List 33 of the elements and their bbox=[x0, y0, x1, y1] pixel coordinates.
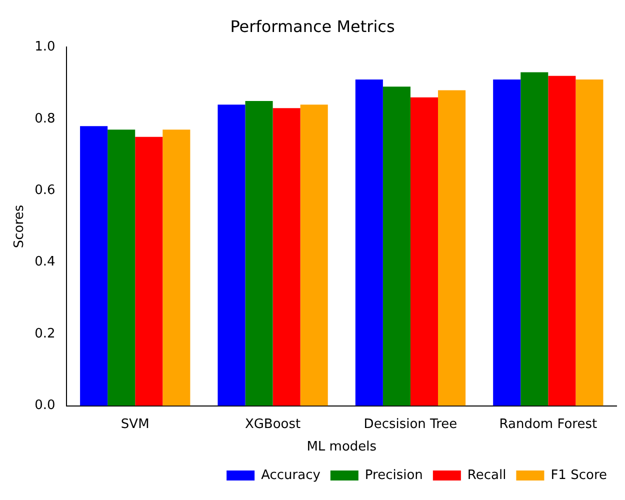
bar bbox=[548, 76, 576, 406]
bar bbox=[272, 108, 300, 406]
bar bbox=[493, 79, 521, 406]
y-tick-label: 0.2 bbox=[34, 326, 56, 342]
bar bbox=[135, 136, 163, 406]
x-tick-label: Random Forest bbox=[499, 416, 598, 432]
y-tick-label: 0.8 bbox=[34, 111, 56, 126]
bar bbox=[300, 104, 328, 406]
bar bbox=[162, 130, 190, 406]
y-tick-label: 0.6 bbox=[34, 183, 56, 198]
y-tick-label: 1.0 bbox=[34, 40, 56, 55]
x-tick-label: Decsision Tree bbox=[364, 416, 458, 432]
bar bbox=[410, 97, 438, 406]
legend-label: Precision bbox=[364, 468, 423, 483]
legend-label: Recall bbox=[467, 468, 506, 483]
x-tick-label: SVM bbox=[120, 416, 150, 432]
y-tick-label: 0.0 bbox=[34, 398, 56, 414]
bar bbox=[245, 100, 273, 406]
chart-title: Performance Metrics bbox=[230, 16, 395, 36]
bar bbox=[218, 104, 246, 406]
bar bbox=[80, 126, 108, 406]
legend-label: F1 Score bbox=[550, 468, 608, 483]
bar bbox=[382, 86, 410, 406]
y-tick-label: 0.4 bbox=[34, 254, 56, 270]
x-axis-title: ML models bbox=[306, 440, 377, 455]
y-axis-title: Scores bbox=[12, 204, 28, 248]
legend-label: Accuracy bbox=[261, 468, 321, 483]
x-tick-label: XGBoost bbox=[244, 416, 301, 432]
bar bbox=[438, 90, 466, 406]
bar bbox=[520, 72, 548, 406]
bar bbox=[108, 130, 136, 406]
bar bbox=[355, 79, 383, 406]
bar bbox=[576, 79, 604, 406]
